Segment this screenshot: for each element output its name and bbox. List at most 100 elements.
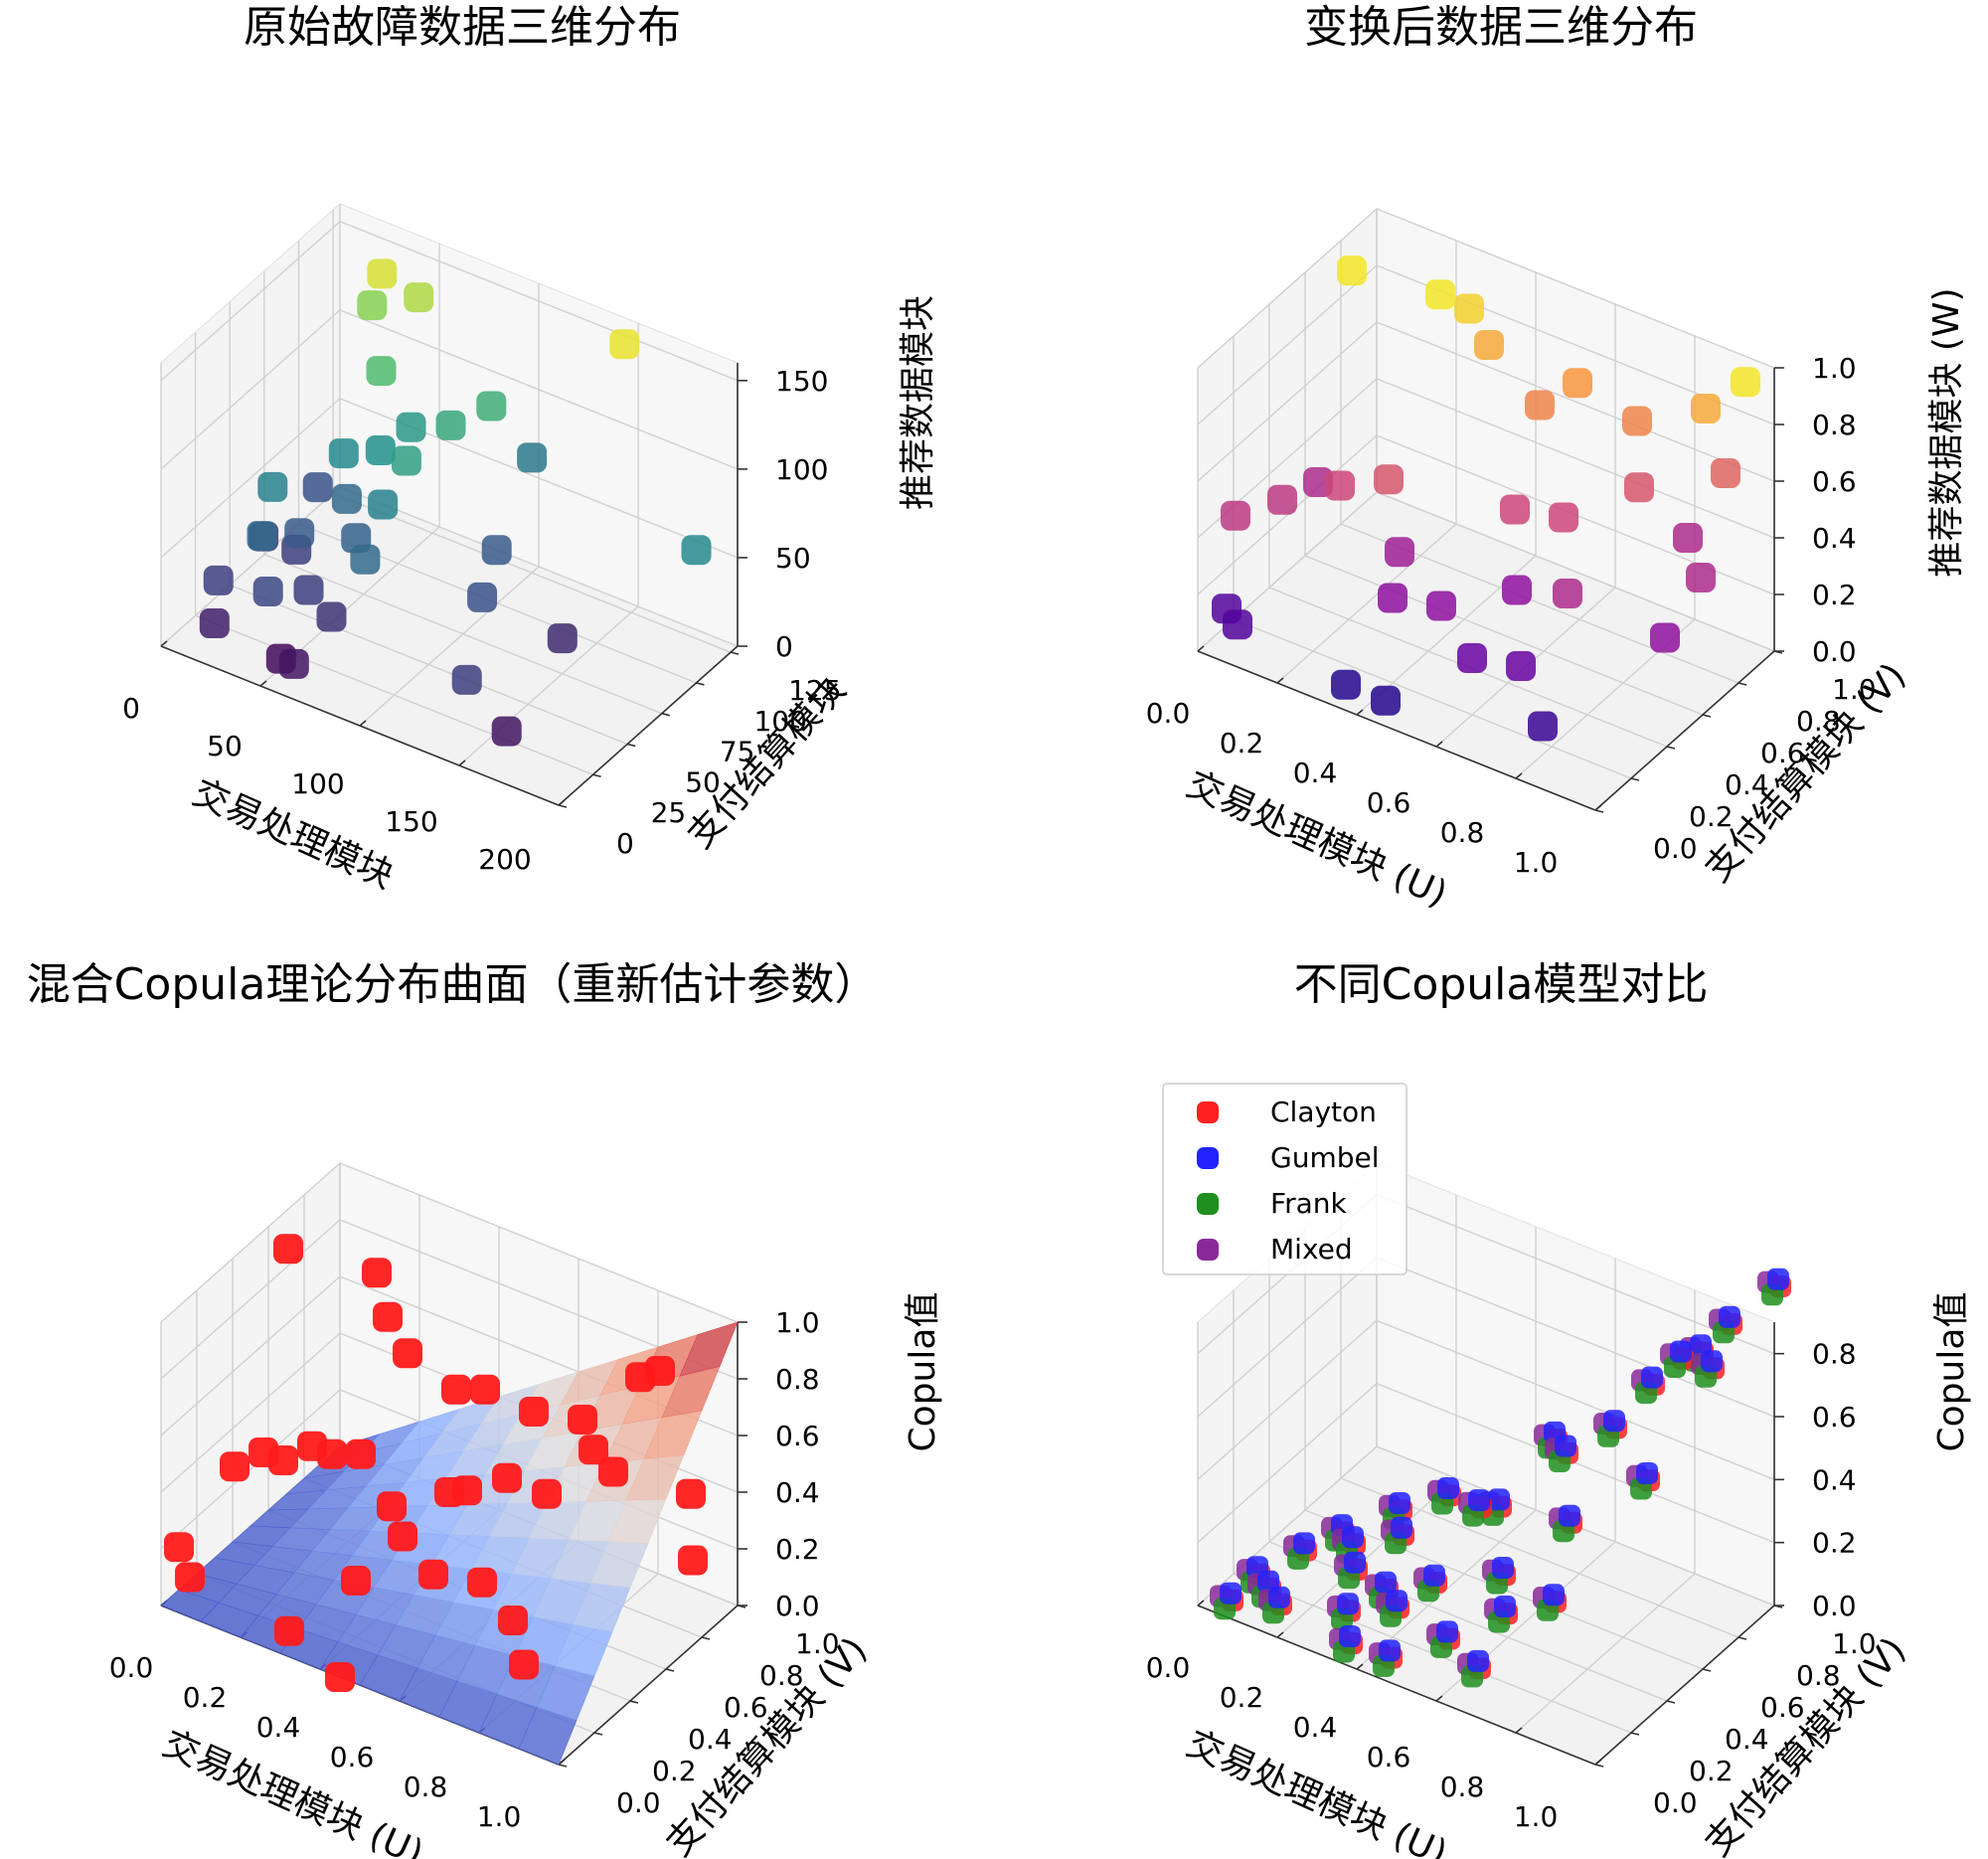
x-tick-label: 150 xyxy=(385,805,437,838)
data-point xyxy=(396,412,426,442)
y-tick-mark xyxy=(1738,1636,1747,1640)
x-tick-mark xyxy=(1197,1600,1205,1606)
data-points xyxy=(1210,1268,1791,1688)
data-point xyxy=(519,1397,549,1427)
x-axis-line xyxy=(1197,1605,1596,1766)
data-point-gumbel xyxy=(1467,1649,1489,1672)
z-tick-label: 0.2 xyxy=(1812,579,1857,611)
y-tick-label: 0.6 xyxy=(1760,1691,1805,1724)
data-point xyxy=(393,1338,422,1369)
z-axis-label: Copula值 xyxy=(1931,1292,1972,1452)
y-tick-mark xyxy=(1702,1668,1712,1672)
data-point xyxy=(598,1456,628,1487)
z-tick-label: 0 xyxy=(775,630,793,663)
x-tick-mark xyxy=(1515,1727,1523,1734)
z-tick-label: 0.4 xyxy=(775,1476,820,1509)
data-point-gumbel xyxy=(1543,1584,1565,1606)
data-point xyxy=(509,1649,539,1680)
x-tick-mark xyxy=(1515,772,1523,779)
y-tick-label: 0.2 xyxy=(1689,1755,1734,1787)
data-point xyxy=(391,445,421,476)
legend-label: Gumbel xyxy=(1270,1141,1380,1174)
x-tick-label: 0.4 xyxy=(256,1711,301,1744)
y-axis-label: 支付结算模块 xyxy=(680,669,854,856)
x-tick-label: 1.0 xyxy=(1514,846,1559,879)
data-point xyxy=(1624,472,1654,503)
y-tick-mark xyxy=(1630,1732,1640,1736)
data-point-gumbel xyxy=(1220,1582,1242,1605)
y-tick-label: 0.2 xyxy=(652,1755,697,1787)
y-tick-mark xyxy=(627,743,636,748)
data-point-gumbel xyxy=(1379,1639,1401,1662)
x-tick-mark xyxy=(1594,804,1602,811)
data-point xyxy=(1506,651,1536,681)
grid-line xyxy=(160,309,739,470)
data-point xyxy=(1425,279,1455,310)
data-point xyxy=(467,1567,497,1598)
y-tick-label: 1.0 xyxy=(1832,1627,1877,1660)
z-tick-label: 0.0 xyxy=(1812,1590,1857,1622)
data-points xyxy=(199,258,712,747)
x-tick-label: 0.6 xyxy=(330,1741,375,1774)
y-tick-mark xyxy=(1594,809,1604,813)
z-axis-label: 推荐数据模块 (W) xyxy=(1926,287,1967,577)
data-point-gumbel xyxy=(1337,1593,1359,1615)
z-tick-label: 0.6 xyxy=(775,1420,820,1452)
data-point xyxy=(164,1532,194,1563)
y-tick-label: 0.2 xyxy=(1689,800,1734,833)
data-point xyxy=(1563,368,1592,399)
data-point xyxy=(451,664,482,695)
z-tick-label: 100 xyxy=(775,453,828,486)
y-tick-label: 0.0 xyxy=(1653,832,1698,865)
y-axis-line xyxy=(1594,650,1775,811)
chart-title: 混合Copula理论分布曲面（重新估计参数） xyxy=(27,959,879,1010)
y-tick-label: 0.8 xyxy=(1796,705,1841,738)
legend: Clayton Gumbel Frank Mixed xyxy=(1162,1083,1408,1275)
x-tick-label: 0.2 xyxy=(1220,727,1264,760)
z-tick-label: 0.0 xyxy=(775,1590,820,1622)
data-point xyxy=(331,483,362,514)
data-point xyxy=(274,1615,304,1646)
z-tick-label: 50 xyxy=(775,542,811,575)
data-point-gumbel xyxy=(1386,1590,1408,1612)
x-tick-label: 0.8 xyxy=(1440,1771,1485,1803)
y-tick-mark xyxy=(701,1636,711,1640)
x-tick-label: 0.4 xyxy=(1293,1711,1338,1744)
data-point-gumbel xyxy=(1423,1564,1445,1587)
z-tick-label: 0.8 xyxy=(1812,409,1857,441)
x-tick-label: 200 xyxy=(478,843,531,876)
data-point-gumbel xyxy=(1767,1268,1789,1290)
data-point xyxy=(257,471,288,502)
y-tick-mark xyxy=(1666,1700,1676,1704)
x-tick-mark xyxy=(1435,1695,1443,1702)
y-tick-label: 0.6 xyxy=(724,1691,768,1724)
data-point xyxy=(278,648,309,679)
y-tick-label: 0.6 xyxy=(1760,737,1805,769)
y-tick-label: 0 xyxy=(616,827,634,860)
x-tick-label: 0.6 xyxy=(1367,786,1411,819)
data-point xyxy=(346,1438,376,1469)
y-tick-label: 75 xyxy=(720,736,755,768)
data-point xyxy=(404,282,434,313)
z-axis-label: Copula值 xyxy=(903,1292,943,1452)
data-point xyxy=(681,535,712,566)
axes-3d: 0.00.20.40.60.81.0 0.00.20.40.60.81.00.00… xyxy=(1146,207,1877,879)
data-point xyxy=(1622,406,1652,436)
grid-line xyxy=(160,1219,739,1380)
x-tick-mark xyxy=(1594,1759,1602,1766)
grid-line xyxy=(1197,1319,1775,1480)
x-tick-mark xyxy=(1356,1663,1364,1670)
data-point xyxy=(268,1445,298,1475)
y-axis-line xyxy=(558,1605,739,1766)
y-tick-mark xyxy=(1702,714,1712,718)
z-tick-label: 0.4 xyxy=(1812,1463,1857,1496)
data-point xyxy=(362,1258,392,1288)
data-point-gumbel xyxy=(1603,1410,1625,1433)
grid-line xyxy=(1197,434,1775,595)
chart-title: 不同Copula模型对比 xyxy=(1294,959,1709,1010)
y-tick-mark xyxy=(665,1668,675,1672)
z-tick-label: 150 xyxy=(775,365,828,398)
data-point xyxy=(1686,563,1716,592)
data-point xyxy=(498,1606,528,1635)
data-point xyxy=(645,1356,675,1386)
